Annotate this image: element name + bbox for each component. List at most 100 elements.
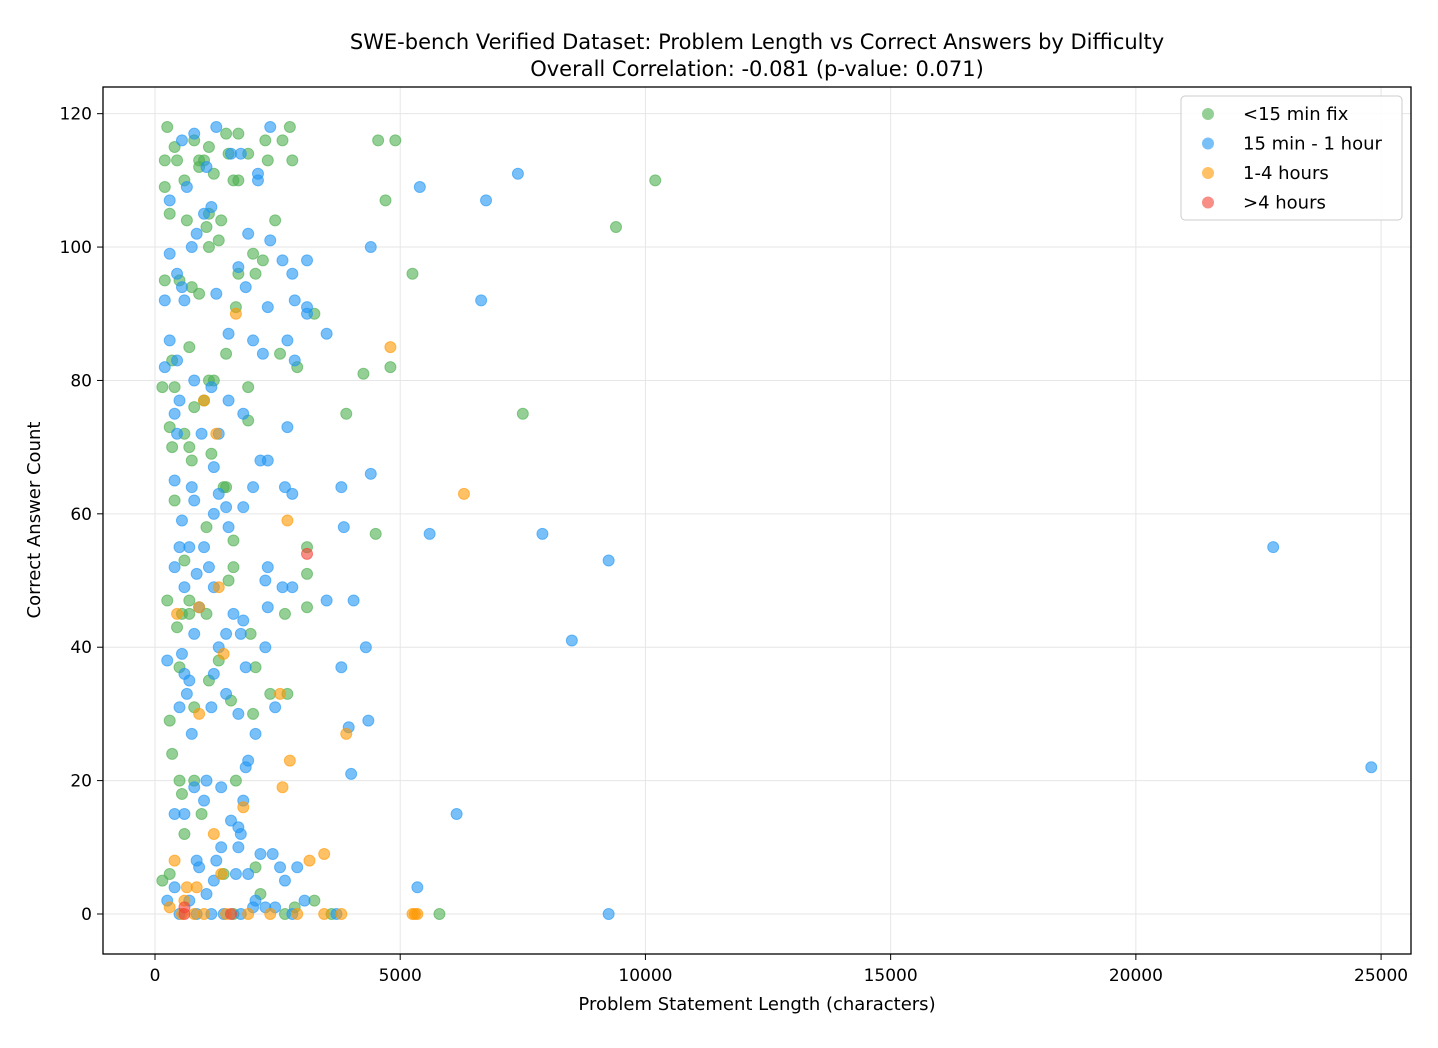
data-point — [205, 701, 218, 714]
data-point — [320, 594, 333, 607]
data-point — [345, 767, 358, 780]
data-point — [212, 487, 225, 500]
data-point — [249, 861, 262, 874]
legend: <15 min fix 15 min - 1 hour 1-4 hours >4 ho… — [1180, 95, 1403, 221]
data-point — [318, 907, 331, 920]
data-point — [198, 207, 211, 220]
data-point — [200, 607, 213, 620]
x-tick-label: 10000 — [618, 966, 672, 986]
data-point — [207, 827, 220, 840]
data-point — [195, 427, 208, 440]
data-point — [210, 121, 223, 134]
data-point — [278, 874, 291, 887]
data-point — [178, 554, 191, 567]
x-tick-label: 0 — [150, 966, 161, 986]
data-point — [229, 867, 242, 880]
data-point — [212, 581, 225, 594]
data-point — [202, 241, 215, 254]
data-point — [301, 547, 314, 560]
data-point — [298, 894, 311, 907]
data-point — [278, 481, 291, 494]
data-point — [168, 854, 181, 867]
data-point — [266, 847, 279, 860]
data-point — [286, 581, 299, 594]
y-tick-label: 60 — [70, 505, 92, 525]
data-point — [340, 727, 353, 740]
y-tick-label: 120 — [60, 105, 92, 125]
data-point — [450, 807, 463, 820]
data-point — [222, 574, 235, 587]
data-point — [173, 701, 186, 714]
data-point — [247, 247, 260, 260]
data-point — [237, 501, 250, 514]
data-point — [180, 881, 193, 894]
data-point — [511, 167, 524, 180]
data-point — [158, 294, 171, 307]
data-point — [212, 234, 225, 247]
data-point — [301, 601, 314, 614]
data-point — [232, 174, 245, 187]
data-point — [1365, 761, 1378, 774]
data-point — [215, 867, 228, 880]
data-point — [362, 714, 375, 727]
data-point — [276, 781, 289, 794]
data-point — [384, 361, 397, 374]
data-point — [239, 281, 252, 294]
data-point — [215, 214, 228, 227]
data-point — [261, 154, 274, 167]
data-point — [222, 394, 235, 407]
plot-frame — [102, 86, 1412, 955]
data-point — [168, 881, 181, 894]
data-point — [225, 907, 238, 920]
data-point — [288, 294, 301, 307]
data-point — [249, 727, 262, 740]
data-point — [175, 134, 188, 147]
data-point — [163, 421, 176, 434]
data-point — [357, 367, 370, 380]
legend-marker — [1202, 196, 1214, 209]
data-point — [220, 347, 233, 360]
data-point — [261, 561, 274, 574]
series-15-min-1-hour — [158, 121, 1378, 920]
data-point — [264, 907, 277, 920]
data-point — [185, 241, 198, 254]
data-point — [193, 287, 206, 300]
x-tick-label: 15000 — [864, 966, 918, 986]
data-point — [161, 654, 174, 667]
data-point — [234, 147, 247, 160]
data-point — [158, 154, 171, 167]
data-point — [188, 494, 201, 507]
data-point — [234, 627, 247, 640]
data-point — [237, 614, 250, 627]
data-point — [261, 301, 274, 314]
data-point — [222, 521, 235, 534]
data-point — [171, 267, 184, 280]
y-tick-label: 100 — [60, 238, 92, 258]
data-point — [178, 294, 191, 307]
data-point — [227, 534, 240, 547]
data-point — [247, 707, 260, 720]
data-point — [283, 121, 296, 134]
data-point — [220, 127, 233, 140]
data-point — [256, 347, 269, 360]
data-point — [185, 454, 198, 467]
data-point — [175, 281, 188, 294]
data-point — [301, 254, 314, 267]
data-point — [175, 514, 188, 527]
data-point — [411, 881, 424, 894]
data-point — [283, 754, 296, 767]
data-point — [237, 801, 250, 814]
data-point — [480, 194, 493, 207]
data-point — [190, 227, 203, 240]
data-point — [193, 861, 206, 874]
data-point — [602, 554, 615, 567]
data-point — [183, 594, 196, 607]
data-point — [242, 227, 255, 240]
data-point — [163, 334, 176, 347]
data-point — [247, 481, 260, 494]
data-point — [406, 267, 419, 280]
data-point — [264, 121, 277, 134]
data-point — [180, 214, 193, 227]
data-point — [171, 154, 184, 167]
data-point — [457, 487, 470, 500]
